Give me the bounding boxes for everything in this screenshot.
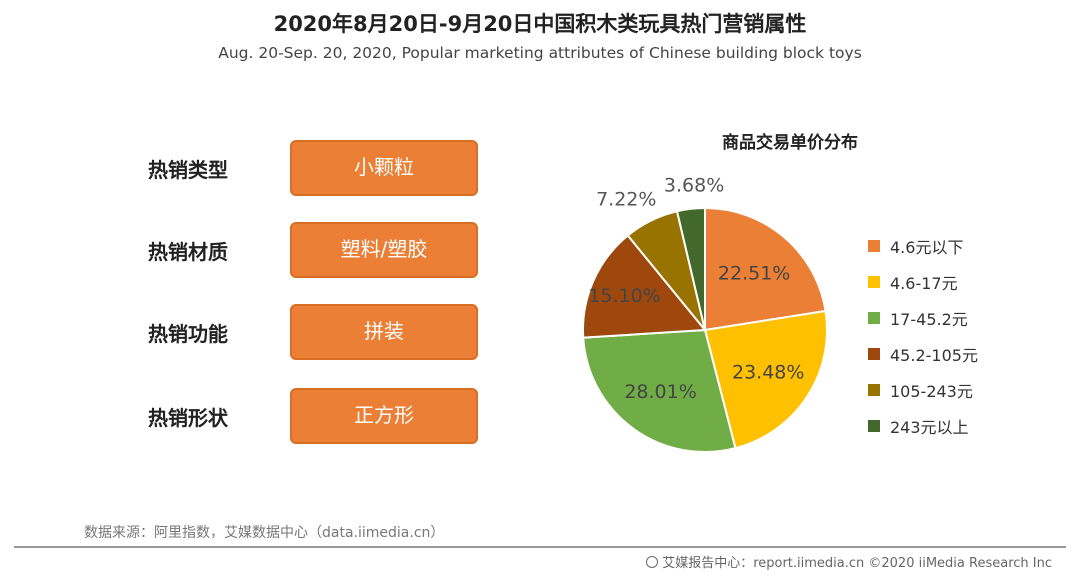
legend-label: 243元以上 <box>890 418 969 437</box>
pie-chart: 22.51% 23.48% 28.01% 15.10% 7.22% 3.68% <box>582 175 828 453</box>
attribute-label: 热销功能 <box>148 322 228 346</box>
legend-label: 45.2-105元 <box>890 346 978 365</box>
attribute-label: 热销类型 <box>148 158 228 182</box>
legend-item: 243元以上 <box>868 408 978 444</box>
legend-swatch <box>868 420 880 432</box>
attribute-label: 热销形状 <box>148 406 228 430</box>
pie-title: 商品交易单价分布 <box>722 133 858 153</box>
pie-data-label: 15.10% <box>588 285 660 307</box>
legend-swatch <box>868 276 880 288</box>
legend-item: 105-243元 <box>868 372 978 408</box>
footer-text: 艾媒报告中心：report.iimedia.cn ©2020 iiMedia R… <box>662 556 1052 571</box>
legend-swatch <box>868 348 880 360</box>
legend-label: 105-243元 <box>890 382 973 401</box>
attribute-row-type: 热销类型 小颗粒 <box>130 140 490 196</box>
legend-item: 4.6元以下 <box>868 228 978 264</box>
chart-subtitle: Aug. 20-Sep. 20, 2020, Popular marketing… <box>218 44 862 62</box>
pie-data-label: 28.01% <box>624 381 696 403</box>
legend-item: 45.2-105元 <box>868 336 978 372</box>
legend-label: 4.6-17元 <box>890 274 958 293</box>
attribute-value-box: 塑料/塑胶 <box>290 222 478 278</box>
pie-data-label: 7.22% <box>596 189 656 211</box>
pie-slice <box>675 206 706 331</box>
legend-label: 17-45.2元 <box>890 310 968 329</box>
pie-slice <box>703 309 828 450</box>
legend-label: 4.6元以下 <box>890 238 964 257</box>
legend-swatch <box>868 312 880 324</box>
attribute-value-box: 小颗粒 <box>290 140 478 196</box>
pie-data-label: 22.51% <box>718 262 790 284</box>
source-note: 数据来源：阿里指数，艾媒数据中心（data.iimedia.cn） <box>84 525 445 541</box>
footer-divider <box>14 546 1066 548</box>
pie-data-label: 23.48% <box>732 362 804 384</box>
pie-slice <box>582 234 708 339</box>
chart-title: 2020年8月20日-9月20日中国积木类玩具热门营销属性 <box>273 12 807 36</box>
pie-legend: 4.6元以下 4.6-17元 17-45.2元 45.2-105元 105-24… <box>868 228 978 444</box>
pie-slice <box>704 206 827 332</box>
attribute-value-box: 正方形 <box>290 388 478 444</box>
iimedia-logo-icon <box>646 555 659 568</box>
attribute-row-function: 热销功能 拼装 <box>130 304 490 360</box>
pie-data-label: 3.68% <box>664 175 724 197</box>
pie-slice <box>582 328 737 453</box>
attribute-value-box: 拼装 <box>290 304 478 360</box>
legend-item: 4.6-17元 <box>868 264 978 300</box>
attribute-row-material: 热销材质 塑料/塑胶 <box>130 222 490 278</box>
legend-swatch <box>868 240 880 252</box>
legend-item: 17-45.2元 <box>868 300 978 336</box>
attribute-label: 热销材质 <box>148 240 228 264</box>
attribute-row-shape: 热销形状 正方形 <box>130 388 490 444</box>
footer: 艾媒报告中心：report.iimedia.cn ©2020 iiMedia R… <box>646 552 1052 571</box>
legend-swatch <box>868 384 880 396</box>
